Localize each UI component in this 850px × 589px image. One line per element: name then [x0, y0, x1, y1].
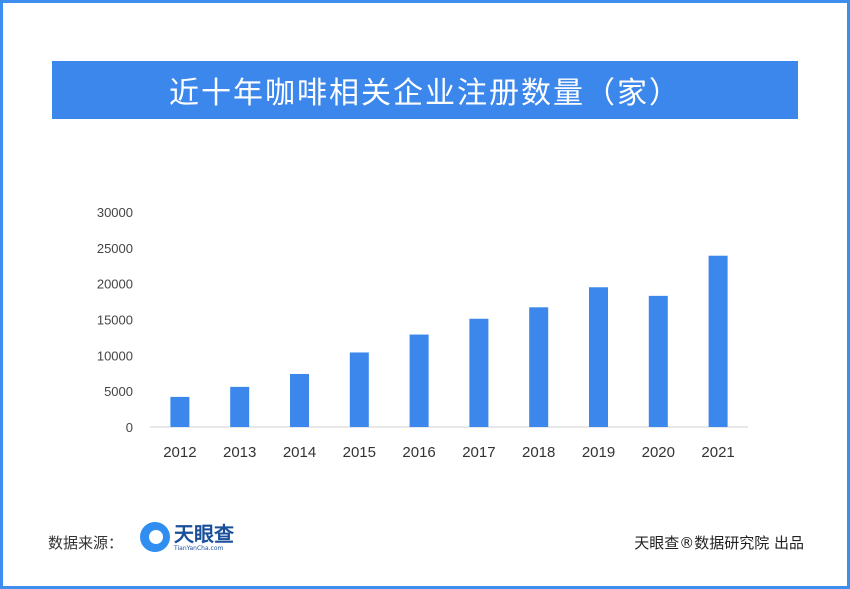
logo-icon — [140, 522, 170, 552]
bar-2017 — [469, 318, 489, 427]
y-tick-label: 30000 — [97, 205, 133, 220]
y-tick-label: 15000 — [97, 313, 133, 328]
x-tick-label: 2014 — [283, 444, 316, 461]
logo-cn: 天眼查 — [174, 521, 234, 546]
y-tick-label: 5000 — [104, 384, 133, 399]
logo-en: TianYanCha.com — [174, 544, 224, 552]
x-tick-label: 2019 — [582, 444, 615, 461]
bar-2012 — [170, 396, 190, 427]
chart-title: 近十年咖啡相关企业注册数量（家） — [52, 61, 798, 119]
x-tick-label: 2020 — [642, 444, 675, 461]
source-label: 数据来源： — [48, 534, 124, 552]
bar-2013 — [230, 386, 250, 427]
x-tick-label: 2015 — [343, 444, 376, 461]
x-tick-label: 2012 — [163, 444, 196, 461]
bar-2015 — [349, 352, 369, 427]
y-tick-label: 25000 — [97, 241, 133, 256]
bar-2014 — [290, 373, 309, 427]
y-tick-label: 10000 — [97, 348, 133, 363]
y-tick-label: 20000 — [97, 277, 133, 292]
y-tick-label: 0 — [126, 420, 133, 435]
x-tick-label: 2013 — [223, 444, 256, 461]
bar-2016 — [409, 334, 429, 427]
x-tick-label: 2017 — [462, 444, 495, 461]
bar-2020 — [648, 295, 668, 427]
bar-2019 — [589, 287, 608, 427]
x-tick-label: 2016 — [402, 444, 435, 461]
x-tick-label: 2021 — [701, 444, 734, 461]
bar-2018 — [529, 307, 549, 427]
tianyancha-logo: 天眼查 TianYanCha.com — [140, 522, 234, 552]
bar-2021 — [708, 255, 728, 427]
x-tick-label: 2018 — [522, 444, 555, 461]
credit-text: 天眼查®数据研究院 出品 — [634, 534, 804, 552]
